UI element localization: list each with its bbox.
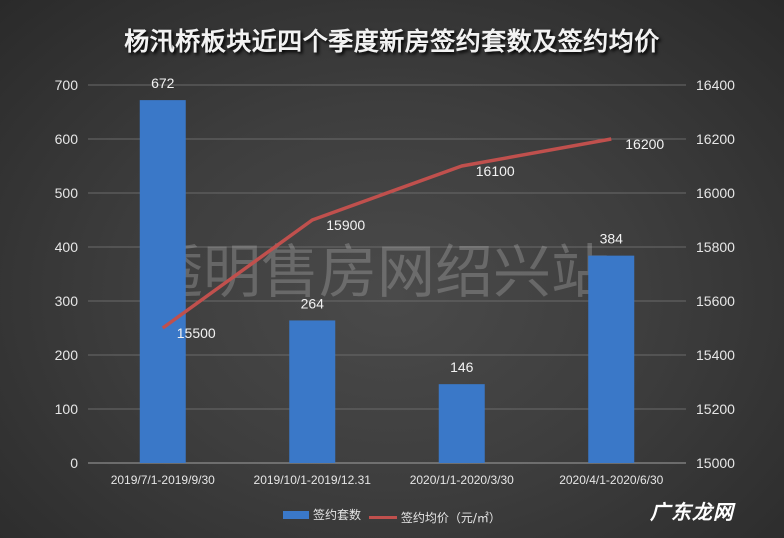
left-axis-tick: 200 xyxy=(55,347,79,363)
line-value-label: 15500 xyxy=(177,325,216,341)
left-axis-tick: 700 xyxy=(55,77,79,93)
legend-item-bar: 签约套数 xyxy=(283,506,361,523)
bar-value-label: 264 xyxy=(301,295,325,311)
right-axis-tick: 16200 xyxy=(696,131,735,147)
bar xyxy=(139,100,186,464)
bar-swatch-icon xyxy=(283,510,310,519)
left-axis-tick: 600 xyxy=(55,131,79,147)
bar xyxy=(438,384,485,463)
line-value-label: 16200 xyxy=(625,136,664,152)
line-swatch-icon xyxy=(368,515,397,519)
category-label: 2020/4/1-2020/6/30 xyxy=(559,473,663,487)
right-axis-tick: 16000 xyxy=(696,185,735,201)
bar xyxy=(588,255,635,463)
bar-value-label: 146 xyxy=(450,359,474,375)
bar-value-label: 384 xyxy=(600,231,624,247)
right-axis-tick: 16400 xyxy=(696,77,735,93)
left-axis-tick: 500 xyxy=(55,185,79,201)
corner-watermark: 广东龙网 xyxy=(650,500,734,524)
legend-item-line: 签约均价（元/㎡） xyxy=(368,509,501,526)
category-label: 2019/7/1-2019/9/30 xyxy=(111,473,215,487)
line-value-label: 15900 xyxy=(326,217,365,233)
bar-value-label: 672 xyxy=(151,75,175,91)
price-line xyxy=(161,137,612,330)
legend: 签约套数 签约均价（元/㎡） xyxy=(0,506,784,526)
left-axis-tick: 0 xyxy=(70,455,78,471)
watermark-text: 透明售房网绍兴站 xyxy=(145,238,609,306)
right-axis-tick: 15000 xyxy=(696,455,735,471)
category-label: 2019/10/1-2019/12.31 xyxy=(254,473,372,487)
left-axis-tick: 300 xyxy=(55,293,79,309)
right-axis-tick: 15800 xyxy=(696,239,735,255)
line-value-label: 16100 xyxy=(476,163,515,179)
left-axis-tick: 100 xyxy=(55,401,79,417)
bar xyxy=(289,320,336,463)
chart-title: 杨汛桥板块近四个季度新房签约套数及签约均价 xyxy=(124,27,660,56)
category-label: 2020/1/1-2020/3/30 xyxy=(410,473,514,487)
legend-line-label: 签约均价（元/㎡） xyxy=(400,510,501,525)
right-axis-tick: 15400 xyxy=(696,347,735,363)
right-axis-tick: 15200 xyxy=(696,401,735,417)
legend-bar-label: 签约套数 xyxy=(313,508,362,522)
left-axis-tick: 400 xyxy=(55,239,79,255)
right-axis-tick: 15600 xyxy=(696,293,735,309)
